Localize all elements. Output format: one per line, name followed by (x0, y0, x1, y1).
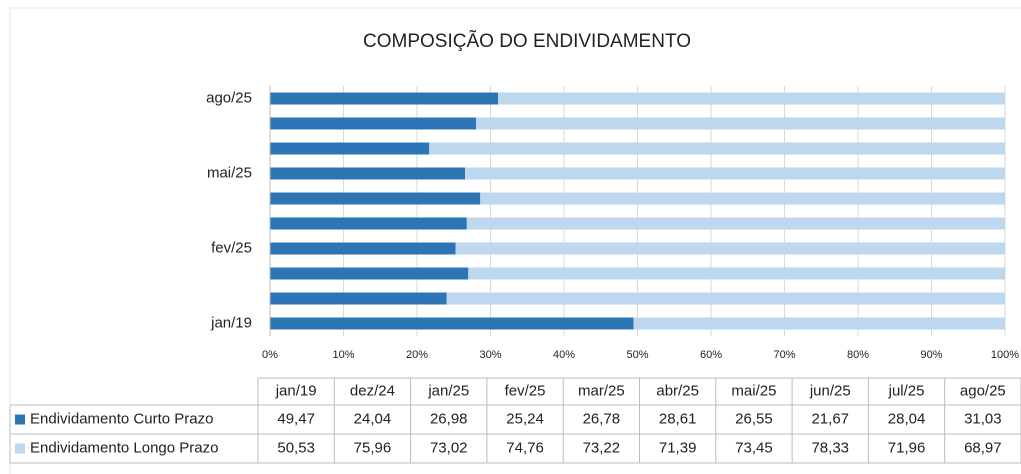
x-tick-label: 20% (406, 349, 428, 361)
table-cell: 73,02 (430, 439, 468, 456)
x-tick-label: 10% (332, 349, 354, 361)
y-tick-label: jan/19 (210, 314, 252, 331)
bar-segment (466, 217, 1005, 230)
table-header: ago/25 (960, 382, 1006, 399)
bar-segment (270, 117, 477, 130)
table-cell: 75,96 (354, 439, 392, 456)
table-cell: 28,61 (659, 410, 697, 427)
table-header: mai/25 (731, 382, 776, 399)
bar-segment (465, 167, 1006, 180)
y-tick-label: fev/25 (211, 239, 252, 256)
bar-segment (270, 242, 456, 255)
bar-segment (270, 267, 469, 280)
x-tick-label: 50% (626, 349, 648, 361)
bar-segment (480, 192, 1005, 205)
x-tick-label: 40% (553, 349, 575, 361)
bar-segment (446, 292, 1006, 305)
bar-segment (270, 92, 499, 105)
table-cell: 24,04 (354, 410, 392, 427)
table-cell: 49,47 (277, 410, 315, 427)
legend-label: Endividamento Curto Prazo (30, 410, 213, 427)
bar-segment (476, 117, 1005, 130)
x-tick-label: 90% (920, 349, 942, 361)
table-header: jun/25 (809, 382, 851, 399)
bar-segment (270, 217, 467, 230)
table-header: fev/25 (505, 382, 546, 399)
bar-segment (633, 317, 1005, 330)
table-cell: 21,67 (811, 410, 849, 427)
y-tick-label: mai/25 (207, 164, 252, 181)
table-cell: 73,22 (583, 439, 621, 456)
table-cell: 28,04 (888, 410, 926, 427)
bar-segment (429, 142, 1005, 155)
bar-segment (455, 242, 1005, 255)
table-cell: 26,55 (735, 410, 773, 427)
table-cell: 26,78 (583, 410, 621, 427)
legend-swatch (15, 443, 25, 454)
chart-title: COMPOSIÇÃO DO ENDIVIDAMENTO (363, 30, 691, 52)
table-header: jul/25 (888, 382, 925, 399)
legend-swatch (15, 414, 25, 425)
bar-segment (270, 192, 481, 205)
bar-segment (498, 92, 1005, 105)
x-tick-label: 80% (847, 349, 869, 361)
x-tick-label: 0% (262, 349, 278, 361)
table-cell: 71,96 (888, 439, 926, 456)
legend-label: Endividamento Longo Prazo (30, 439, 218, 456)
bar-segment (270, 167, 466, 180)
table-cell: 74,76 (506, 439, 544, 456)
table-header: jan/19 (275, 382, 317, 399)
x-tick-label: 60% (700, 349, 722, 361)
bar-segment (270, 292, 447, 305)
y-tick-label: ago/25 (206, 89, 252, 106)
x-tick-label: 70% (773, 349, 795, 361)
chart-frame (9, 7, 1021, 474)
bar-segment (468, 267, 1006, 280)
table-cell: 25,24 (506, 410, 544, 427)
table-cell: 31,03 (964, 410, 1002, 427)
table-cell: 68,97 (964, 439, 1002, 456)
table-cell: 78,33 (811, 439, 849, 456)
table-header: jan/25 (427, 382, 469, 399)
table-header: mar/25 (578, 382, 625, 399)
bar-segment (270, 317, 634, 330)
table-header: dez/24 (350, 382, 395, 399)
x-tick-label: 100% (991, 349, 1019, 361)
bar-segment (270, 142, 430, 155)
table-header: abr/25 (656, 382, 699, 399)
table-cell: 50,53 (277, 439, 315, 456)
x-tick-label: 30% (479, 349, 501, 361)
table-cell: 73,45 (735, 439, 773, 456)
table-cell: 26,98 (430, 410, 468, 427)
table-cell: 71,39 (659, 439, 697, 456)
